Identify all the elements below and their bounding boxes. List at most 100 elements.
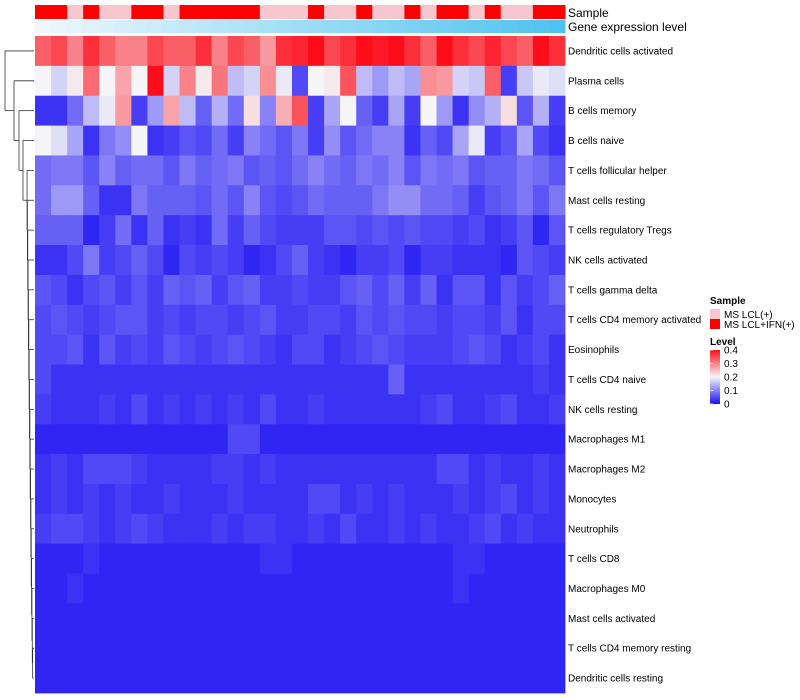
heatmap-cell	[83, 65, 100, 97]
heatmap-cell	[468, 424, 486, 455]
heatmap-cell	[163, 633, 180, 664]
heatmap-cell	[211, 483, 229, 515]
heatmap-cell	[291, 513, 309, 545]
heatmap-cell	[35, 364, 52, 395]
heatmap-cell	[227, 513, 245, 545]
heatmap-cell	[548, 394, 566, 425]
heatmap-cell	[436, 65, 453, 97]
heatmap-cell	[83, 513, 100, 545]
heatmap-cell	[468, 36, 486, 67]
heatmap-cell	[532, 274, 550, 306]
sample-annotation-cell	[468, 5, 486, 19]
heatmap-cell	[324, 215, 341, 246]
heatmap-cell	[275, 513, 293, 545]
heatmap-cell	[436, 95, 453, 126]
heatmap-cell	[99, 215, 116, 246]
heatmap-cell	[404, 424, 421, 455]
row-label: Monocytes	[568, 494, 616, 505]
heatmap-cell	[404, 245, 421, 276]
heatmap-cell	[372, 334, 389, 365]
row-label: B cells memory	[568, 106, 636, 117]
heatmap-cell	[356, 663, 373, 694]
heatmap-cell	[195, 543, 213, 574]
heatmap-cell	[291, 603, 309, 634]
heatmap-cell	[388, 394, 405, 425]
heatmap-cell	[468, 185, 486, 216]
heatmap-cell	[500, 394, 518, 425]
heatmap-cell	[131, 663, 148, 694]
heatmap-cell	[243, 95, 261, 126]
heatmap-cell	[468, 633, 486, 664]
heatmap-cell	[211, 394, 229, 425]
heatmap-cell	[83, 543, 100, 574]
heatmap-cell	[308, 543, 325, 574]
heatmap-cell	[147, 364, 164, 395]
heatmap-cell	[388, 185, 405, 216]
heatmap-cell	[452, 125, 470, 156]
heatmap-cell	[308, 483, 325, 515]
heatmap-cell	[388, 513, 405, 545]
heatmap-cell	[532, 364, 550, 395]
heatmap-cell	[67, 274, 84, 306]
heatmap-cell	[115, 394, 132, 425]
heatmap-cell	[179, 65, 197, 97]
heatmap-cell	[324, 513, 341, 545]
heatmap-cell	[211, 215, 229, 246]
expression-annotation-label: Gene expression level	[568, 20, 687, 34]
heatmap-cell	[484, 95, 502, 126]
heatmap-cell	[35, 543, 52, 574]
heatmap-cell	[516, 304, 534, 336]
heatmap-cell	[548, 454, 566, 485]
heatmap-cell	[243, 364, 261, 395]
heatmap-cell	[468, 663, 486, 694]
heatmap-cell	[51, 364, 68, 395]
heatmap-cell	[372, 633, 389, 664]
heatmap-cell	[195, 274, 213, 306]
heatmap-cell	[532, 543, 550, 574]
heatmap-cell	[131, 513, 148, 545]
heatmap-cell	[484, 364, 502, 395]
heatmap-cell	[227, 334, 245, 365]
heatmap-cell	[147, 274, 164, 306]
heatmap-cell	[227, 65, 245, 97]
heatmap-cell	[372, 274, 389, 306]
heatmap-cell	[163, 125, 180, 156]
heatmap-cell	[211, 36, 229, 67]
heatmap-cell	[115, 95, 132, 126]
heatmap-cell	[99, 364, 116, 395]
heatmap-cell	[548, 36, 566, 67]
expression-annotation-cell	[452, 20, 470, 33]
heatmap-cell	[404, 215, 421, 246]
heatmap-cell	[115, 513, 132, 545]
heatmap-cell	[115, 573, 132, 604]
heatmap-cell	[115, 334, 132, 365]
heatmap-cell	[420, 513, 437, 545]
sample-annotation-cell	[388, 5, 405, 19]
heatmap-cell	[324, 483, 341, 515]
heatmap-cell	[195, 304, 213, 336]
heatmap-cell	[211, 543, 229, 574]
sample-annotation-cell	[500, 5, 518, 19]
heatmap-cell	[67, 573, 84, 604]
heatmap-cell	[99, 245, 116, 276]
heatmap-cell	[211, 304, 229, 336]
expression-annotation-cell	[436, 20, 454, 33]
heatmap-cell	[356, 334, 373, 365]
heatmap-cell	[211, 65, 229, 97]
heatmap-cell	[99, 543, 116, 574]
heatmap-cell	[548, 603, 566, 634]
expression-annotation-cell	[340, 20, 357, 33]
heatmap-cell	[83, 155, 100, 186]
heatmap-cell	[147, 424, 164, 455]
heatmap-cell	[436, 633, 453, 664]
heatmap-cell	[420, 394, 437, 425]
heatmap-cell	[115, 245, 132, 276]
heatmap-cell	[147, 95, 164, 126]
heatmap-cell	[308, 95, 325, 126]
heatmap-cell	[500, 334, 518, 365]
heatmap-cell	[452, 334, 470, 365]
heatmap-cell	[532, 603, 550, 634]
heatmap-cell	[548, 573, 566, 604]
heatmap-cell	[131, 304, 148, 336]
heatmap-cell	[131, 603, 148, 634]
